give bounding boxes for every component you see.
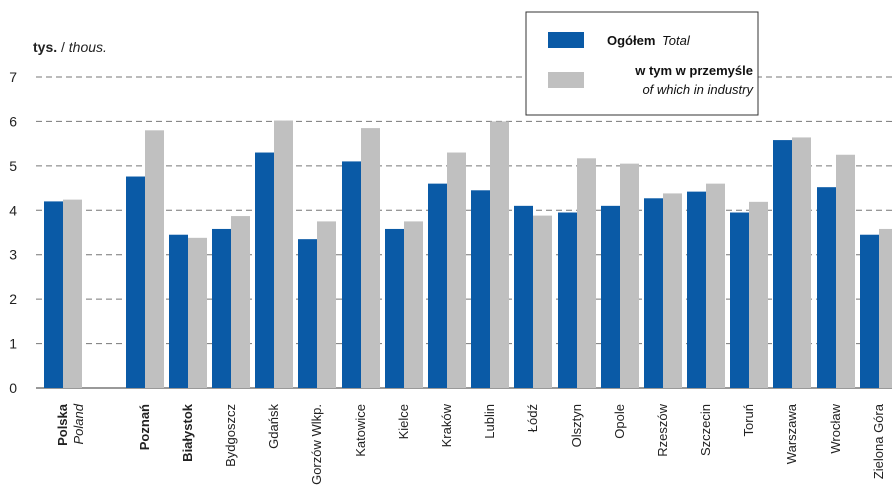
bar-total (644, 198, 663, 388)
category-labels: Polska Poland Poznań Białystok Bydgoszcz Gdań… (55, 403, 886, 485)
bar-total (428, 183, 447, 388)
bar-industry (404, 221, 423, 388)
bar-industry (879, 228, 892, 388)
bar-industry (145, 130, 164, 389)
y-unit-main: tys. (33, 39, 57, 55)
y-tick-label: 4 (9, 202, 17, 218)
bar-total (169, 234, 188, 388)
bar-total (126, 176, 145, 388)
bar-industry (706, 183, 725, 388)
category-label: Szczecin (698, 404, 713, 456)
bar-industry (533, 215, 552, 388)
category-label: Białystok (180, 403, 195, 462)
legend-label-industry: w tym w przemyśle (634, 63, 753, 78)
bar-industry (274, 120, 293, 388)
legend-label-total: Ogółem (607, 33, 655, 48)
category-label-alt: Poland (71, 403, 86, 444)
bar-total (471, 190, 490, 388)
y-tick-label: 7 (9, 69, 17, 85)
category-label: Lublin (482, 404, 497, 439)
bar-total (601, 205, 620, 388)
legend: Ogółem Total w tym w przemyśle of which … (525, 11, 759, 116)
legend-box (525, 11, 759, 116)
bar-total (342, 161, 361, 388)
bar-total (212, 228, 231, 388)
category-label: Gdańsk (266, 404, 281, 449)
bar-total (255, 152, 274, 388)
category-label: Warszawa (784, 403, 799, 464)
bars (44, 120, 892, 389)
bar-industry (749, 201, 768, 388)
category-label: Olsztyn (569, 404, 584, 447)
bar-total (860, 234, 879, 388)
bar-total (514, 205, 533, 388)
bar-total (298, 239, 317, 388)
category-label: Kraków (439, 403, 454, 447)
category-label: Poznań (137, 404, 152, 450)
bar-total (44, 201, 63, 388)
y-tick-label: 6 (9, 113, 17, 129)
category-label: Kielce (396, 404, 411, 439)
bar-industry (317, 221, 336, 388)
bar-industry (231, 216, 250, 388)
y-tick-label: 1 (9, 336, 17, 352)
legend-swatch-total (548, 32, 584, 48)
y-unit-sep: / (57, 39, 69, 55)
bar-total (385, 228, 404, 388)
bar-industry (577, 158, 596, 388)
bar-total (817, 187, 836, 388)
bar-industry (188, 237, 207, 388)
y-tick-label: 3 (9, 247, 17, 263)
category-label: Polska (55, 403, 70, 446)
bar-industry (361, 128, 380, 389)
y-tick-label: 0 (9, 380, 17, 396)
bar-industry (63, 199, 82, 388)
bar-total (558, 212, 577, 388)
category-label: Wrocław (828, 403, 843, 453)
y-tick-label: 2 (9, 291, 17, 307)
category-label: Toruń (741, 404, 756, 437)
bar-industry (490, 121, 509, 388)
bar-total (773, 140, 792, 388)
legend-label-total-alt: Total (662, 33, 691, 48)
y-axis-ticks: 0 1 2 3 4 5 6 7 (9, 69, 17, 396)
category-label: Gorzów Wlkp. (309, 404, 324, 485)
bar-industry (836, 154, 855, 388)
category-label: Katowice (353, 404, 368, 457)
bar-industry (620, 163, 639, 388)
legend-label-industry-alt: of which in industry (642, 82, 754, 97)
bar-total (687, 191, 706, 388)
category-label: Rzeszów (655, 403, 670, 456)
bar-total (730, 212, 749, 388)
y-tick-label: 5 (9, 158, 17, 174)
bar-industry (447, 152, 466, 388)
y-unit-alt: thous. (69, 39, 107, 55)
bar-industry (663, 193, 682, 388)
legend-swatch-industry (548, 72, 584, 88)
category-label: Łódź (525, 404, 540, 432)
category-label: Opole (612, 404, 627, 439)
category-label: Zielona Góra (871, 403, 886, 479)
bar-industry (792, 137, 811, 388)
category-label: Bydgoszcz (223, 404, 238, 467)
y-unit-label: tys. / thous. (33, 39, 107, 55)
